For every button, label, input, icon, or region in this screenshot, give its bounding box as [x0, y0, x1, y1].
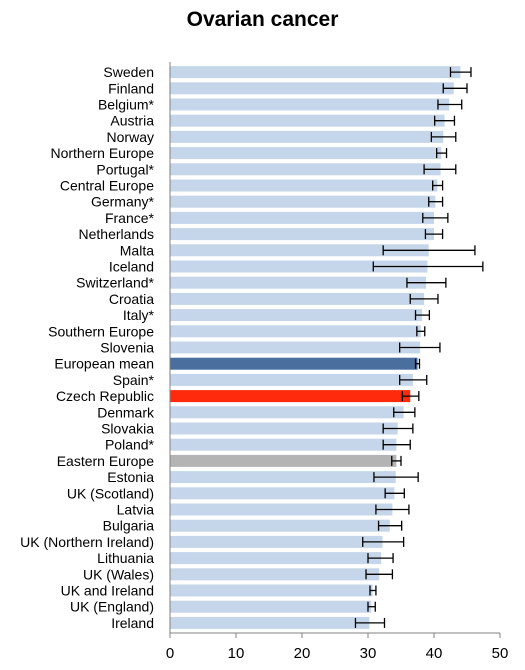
bar-switzerland [170, 276, 427, 289]
bar-northern-europe [170, 147, 442, 160]
category-label-slovakia: Slovakia [101, 421, 154, 437]
bar-slovakia [170, 422, 398, 435]
category-label-italy: Italy* [123, 307, 155, 323]
category-label-uk-northern-ireland: UK (Northern Ireland) [20, 534, 154, 550]
bar-austria [170, 114, 445, 127]
bar-spain [170, 373, 413, 386]
bar-germany [170, 195, 436, 208]
category-label-austria: Austria [110, 113, 154, 129]
category-label-eastern-europe: Eastern Europe [57, 453, 154, 469]
category-label-estonia: Estonia [107, 469, 154, 485]
category-label-germany: Germany* [91, 194, 155, 210]
category-label-uk-scotland: UK (Scotland) [67, 485, 154, 501]
bar-sweden [170, 66, 461, 79]
bar-european-mean [170, 357, 418, 370]
bar-uk-and-ireland [170, 584, 373, 597]
bar-ireland [170, 616, 370, 629]
bar-iceland [170, 260, 428, 273]
bar-france [170, 211, 434, 224]
bar-poland [170, 438, 397, 451]
bar-bulgaria [170, 519, 390, 532]
category-label-ireland: Ireland [111, 615, 154, 631]
category-label-switzerland: Switzerland* [76, 275, 154, 291]
x-tick-label-30: 30 [360, 645, 377, 662]
bar-latvia [170, 503, 393, 516]
bar-uk-wales [170, 568, 380, 581]
category-label-iceland: Iceland [109, 259, 154, 275]
category-label-bulgaria: Bulgaria [103, 518, 155, 534]
bar-croatia [170, 292, 425, 305]
bar-denmark [170, 406, 404, 419]
category-label-portugal: Portugal* [96, 161, 154, 177]
bar-eastern-europe [170, 454, 397, 467]
category-label-croatia: Croatia [109, 291, 154, 307]
category-label-uk-england: UK (England) [70, 599, 154, 615]
category-label-southern-europe: Southern Europe [48, 323, 154, 339]
category-label-northern-europe: Northern Europe [50, 145, 154, 161]
bar-czech-republic [170, 390, 411, 403]
bar-southern-europe [170, 325, 421, 338]
bar-estonia [170, 471, 396, 484]
category-label-uk-and-ireland: UK and Ireland [61, 583, 154, 599]
category-label-central-europe: Central Europe [60, 178, 154, 194]
bar-norway [170, 130, 444, 143]
bar-belgium [170, 98, 450, 111]
category-label-denmark: Denmark [97, 404, 155, 420]
category-label-latvia: Latvia [117, 502, 155, 518]
bar-slovenia [170, 341, 421, 354]
category-label-slovenia: Slovenia [100, 340, 154, 356]
bar-uk-england [170, 600, 372, 613]
bar-finland [170, 82, 454, 95]
x-tick-label-0: 0 [166, 645, 174, 662]
category-label-lithuania: Lithuania [97, 550, 154, 566]
bar-uk-scotland [170, 487, 395, 500]
bar-italy [170, 309, 423, 322]
bar-lithuania [170, 552, 382, 565]
category-label-belgium: Belgium* [98, 97, 155, 113]
category-label-netherlands: Netherlands [79, 226, 155, 242]
x-tick-label-50: 50 [492, 645, 509, 662]
category-label-finland: Finland [108, 80, 154, 96]
category-label-norway: Norway [107, 129, 154, 145]
bar-portugal [170, 163, 441, 176]
x-tick-label-10: 10 [228, 645, 245, 662]
category-label-czech-republic: Czech Republic [56, 388, 154, 404]
category-label-france: France* [105, 210, 155, 226]
bar-uk-northern-ireland [170, 535, 383, 548]
category-label-spain: Spain* [113, 372, 155, 388]
category-label-european-mean: European mean [54, 356, 154, 372]
category-label-malta: Malta [120, 242, 154, 258]
chart-title: Ovarian cancer [186, 8, 339, 31]
bar-malta [170, 244, 429, 257]
bar-netherlands [170, 228, 434, 241]
x-tick-label-20: 20 [294, 645, 311, 662]
category-label-sweden: Sweden [103, 64, 154, 80]
x-tick-label-40: 40 [426, 645, 443, 662]
bar-central-europe [170, 179, 438, 192]
category-label-poland: Poland* [105, 437, 155, 453]
category-label-uk-wales: UK (Wales) [83, 566, 154, 582]
